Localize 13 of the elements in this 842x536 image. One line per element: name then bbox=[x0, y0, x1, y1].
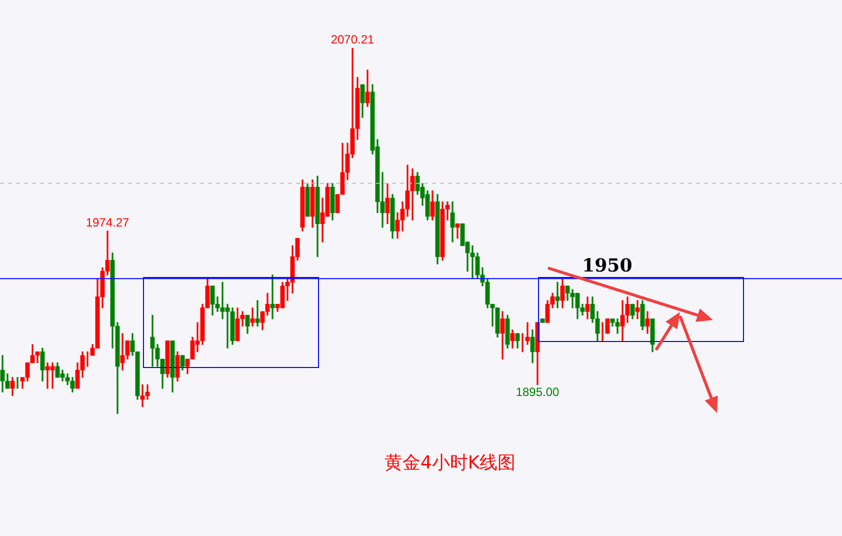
annotation: 1974.27 bbox=[86, 215, 130, 230]
candlestick bbox=[445, 201, 450, 220]
candlestick bbox=[525, 322, 530, 345]
candlestick bbox=[255, 300, 260, 326]
candlestick bbox=[120, 333, 125, 370]
candlestick bbox=[635, 300, 640, 320]
text: 黄金4小时K线图 bbox=[384, 452, 516, 474]
candlestick bbox=[250, 308, 255, 326]
annotation: 2070.21 bbox=[330, 32, 375, 46]
annotation: 1895.00 bbox=[516, 385, 560, 400]
candlestick bbox=[555, 282, 560, 308]
annotation: 1950 bbox=[582, 255, 632, 276]
candlestick bbox=[270, 274, 275, 320]
